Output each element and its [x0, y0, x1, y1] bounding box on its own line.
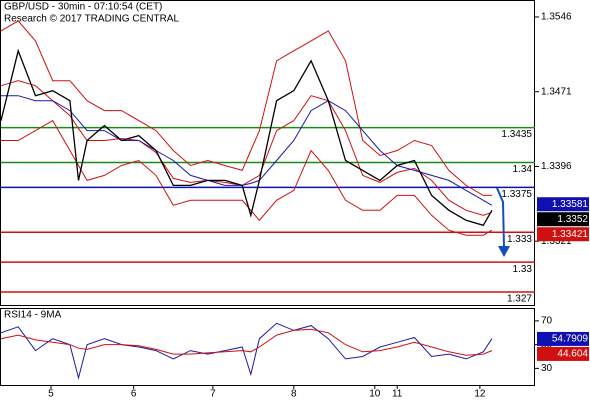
- series-line: [1, 119, 493, 236]
- price-tag: [537, 197, 589, 212]
- y-tick-label: 1.3396: [541, 161, 572, 172]
- level-label: 1.3375: [501, 189, 532, 200]
- price-tag: [537, 346, 589, 361]
- x-tick-label: 11: [392, 389, 403, 400]
- price-tag: [537, 331, 589, 346]
- x-tick-label: 5: [48, 389, 54, 400]
- y-tick-label: 30: [541, 363, 553, 374]
- series-line: [0, 48, 493, 227]
- y-tick-label: 1.3471: [541, 86, 572, 97]
- y-tick-label: 1.3321: [541, 236, 572, 247]
- chart-subtitle: Research © 2017 TRADING CENTRAL: [4, 14, 179, 25]
- level-label: 1.34: [513, 164, 533, 175]
- price-tag-label: 54.7909: [552, 334, 589, 345]
- price-tag-label: 1.33581: [552, 199, 589, 210]
- chart-title: GBP/USD - 30min - 07:10:54 (CET): [4, 2, 162, 13]
- level-label: 1.327: [507, 294, 532, 305]
- series-line: [0, 322, 493, 380]
- rsi-frame: [0, 308, 535, 386]
- price-tag-label: 44.604: [557, 349, 588, 360]
- x-tick-label: 10: [369, 389, 381, 400]
- y-tick-label: 70: [541, 316, 553, 327]
- rsi-title: RSI14 - 9MA: [4, 310, 62, 321]
- series-line: [0, 20, 492, 196]
- series-line: [0, 328, 493, 356]
- x-tick-label: 8: [291, 389, 297, 400]
- x-tick-label: 6: [131, 389, 137, 400]
- price-tag: [537, 227, 589, 242]
- x-tick-label: 12: [474, 389, 486, 400]
- price-frame: [0, 0, 535, 306]
- series-line: [1, 95, 493, 206]
- forecast-arrowhead: [498, 246, 510, 257]
- price-tag-label: 1.3352: [557, 214, 588, 225]
- level-label: 1.333: [507, 234, 532, 245]
- x-tick-label: 7: [210, 389, 216, 400]
- y-tick-label: 1.3546: [541, 12, 572, 23]
- price-tag: [537, 212, 589, 227]
- level-label: 1.3435: [501, 129, 532, 140]
- price-tag-label: 1.33421: [552, 229, 589, 240]
- level-label: 1.33: [513, 264, 533, 275]
